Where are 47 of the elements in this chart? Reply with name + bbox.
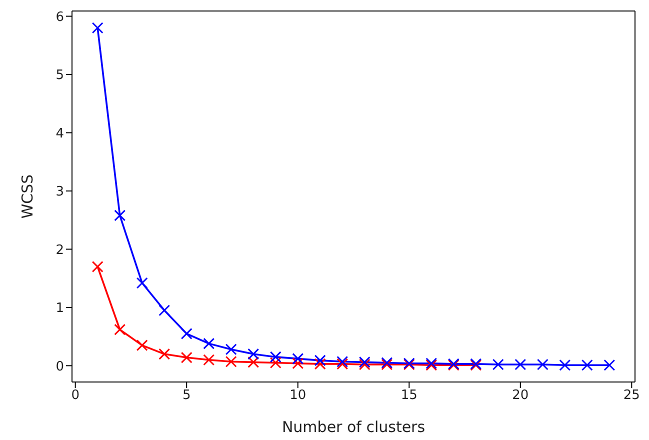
x-tick-label: 20: [512, 388, 529, 404]
y-tick-label: 3: [56, 184, 64, 200]
point: [225, 356, 237, 368]
point: [358, 358, 370, 370]
point: [203, 338, 215, 350]
point: [225, 344, 237, 356]
point: [559, 359, 571, 371]
point: [180, 352, 192, 364]
x-axis-title: Number of clusters: [282, 418, 426, 436]
y-tick-label: 4: [56, 126, 64, 142]
point: [136, 340, 148, 352]
y-tick-label: 2: [56, 242, 64, 258]
point: [314, 354, 326, 366]
point: [158, 348, 170, 360]
point: [92, 22, 104, 34]
point: [92, 260, 104, 272]
x-tick-label: 0: [71, 388, 80, 404]
point: [536, 358, 548, 370]
point: [114, 324, 126, 336]
x-tick-label: 25: [623, 388, 640, 404]
point: [358, 356, 370, 368]
point: [248, 348, 260, 360]
point: [270, 357, 282, 369]
point: [292, 358, 304, 370]
x-tick-label: 10: [290, 388, 306, 404]
point: [180, 328, 192, 340]
point: [114, 210, 126, 222]
point: [336, 358, 348, 370]
point: [336, 356, 348, 368]
point: [492, 358, 504, 370]
y-tick-label: 6: [56, 10, 64, 25]
point: [604, 359, 616, 371]
y-tick-label: 1: [56, 301, 64, 316]
point: [203, 354, 215, 366]
point: [136, 277, 148, 289]
point: [270, 351, 282, 363]
y-tick-label: 0: [56, 359, 64, 374]
point: [292, 352, 304, 364]
point: [158, 304, 170, 316]
point: [248, 356, 260, 368]
x-tick-label: 15: [400, 388, 418, 404]
y-axis-title: WCSS: [18, 174, 36, 219]
point: [314, 358, 326, 370]
point: [581, 359, 593, 371]
x-tick-label: 5: [182, 388, 191, 404]
point: [514, 358, 526, 370]
y-tick-label: 5: [56, 68, 64, 84]
